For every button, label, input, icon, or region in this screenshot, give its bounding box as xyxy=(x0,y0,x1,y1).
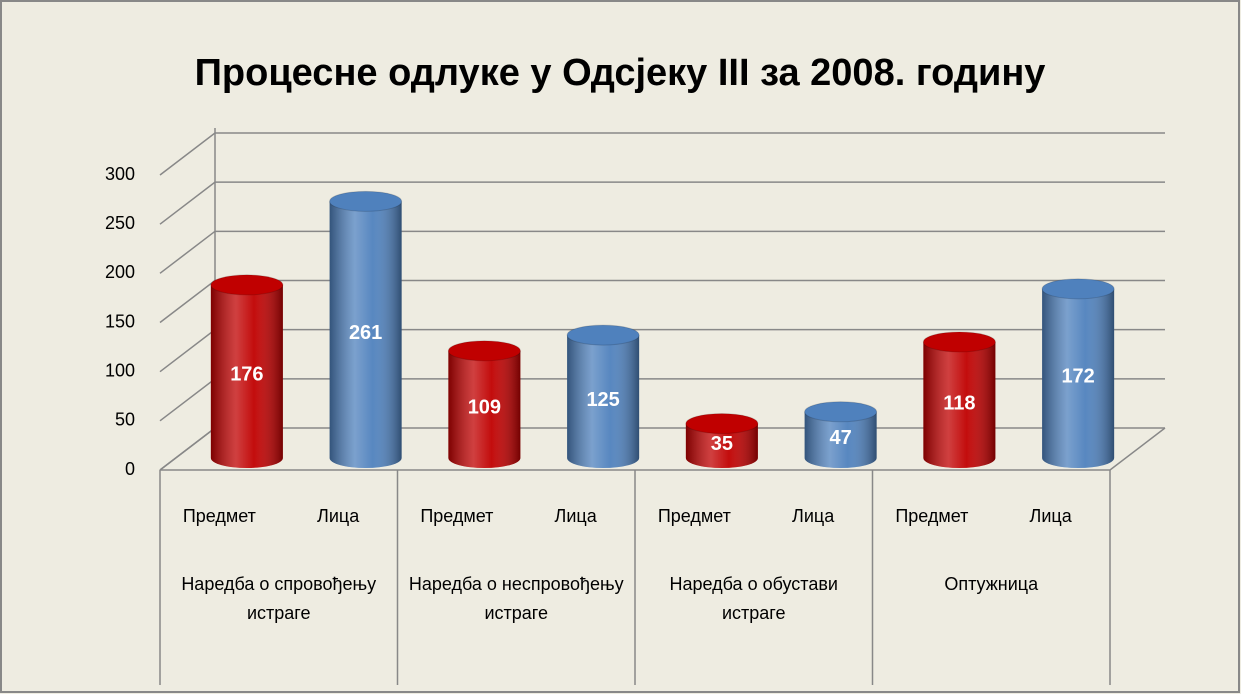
group-label: Наредба о неспровођењу истраге xyxy=(408,574,624,623)
chart-title: Процесне одлуке у Одсјеку III за 2008. г… xyxy=(195,52,1046,94)
data-label: 35 xyxy=(711,433,733,455)
bar-shading xyxy=(685,423,758,468)
x-tick-label: Лица xyxy=(792,506,835,526)
grid-line xyxy=(159,181,1165,225)
y-tick-label: 300 xyxy=(105,164,135,184)
bar-shading xyxy=(923,341,996,468)
y-tick-label: 50 xyxy=(115,410,135,430)
data-label: 125 xyxy=(586,389,619,411)
x-tick-label: Лица xyxy=(1030,506,1073,526)
group-label: Наредба о спровођењу истраге xyxy=(181,574,377,623)
bar-shading xyxy=(448,350,521,468)
bar-top xyxy=(447,340,521,362)
y-tick-label: 200 xyxy=(105,262,135,282)
x-tick-label: Лица xyxy=(317,506,360,526)
y-tick-label: 150 xyxy=(105,311,135,331)
bar-top xyxy=(566,324,640,346)
y-tick-label: 100 xyxy=(105,360,135,380)
group-label: Наредба о обустави истраге xyxy=(669,574,838,623)
x-tick-label: Предмет xyxy=(895,506,968,526)
data-label: 118 xyxy=(943,392,975,414)
x-tick-label: Предмет xyxy=(183,506,256,526)
grid-line xyxy=(159,279,1165,324)
y-tick-label: 0 xyxy=(125,459,135,479)
bar-top xyxy=(922,331,996,353)
grid-line xyxy=(159,427,1165,471)
bar-top xyxy=(1041,278,1115,300)
bar-shading xyxy=(210,284,283,468)
bar-top xyxy=(210,274,284,296)
x-tick-label: Предмет xyxy=(658,506,731,526)
bar-shading xyxy=(567,335,640,468)
back-wall xyxy=(159,128,1166,471)
bar-top xyxy=(329,190,403,212)
data-label: 176 xyxy=(230,364,263,386)
grid-line xyxy=(159,230,1165,274)
data-label: 261 xyxy=(349,322,382,344)
x-tick-label: Лица xyxy=(555,506,598,526)
data-label: 172 xyxy=(1061,366,1094,388)
x-tick-label: Предмет xyxy=(420,506,493,526)
grid-line xyxy=(159,328,1165,373)
bar-top xyxy=(685,413,759,435)
data-label: 47 xyxy=(830,427,852,449)
group-label: Оптужница xyxy=(944,574,1039,594)
grid-line xyxy=(159,378,1165,422)
data-label: 109 xyxy=(468,397,501,419)
bar-shading xyxy=(804,411,877,468)
bar-shading xyxy=(1042,288,1115,468)
bar-top xyxy=(804,401,878,423)
bar-shading xyxy=(329,201,402,468)
grid-line xyxy=(159,132,1165,176)
y-tick-label: 250 xyxy=(105,213,135,233)
